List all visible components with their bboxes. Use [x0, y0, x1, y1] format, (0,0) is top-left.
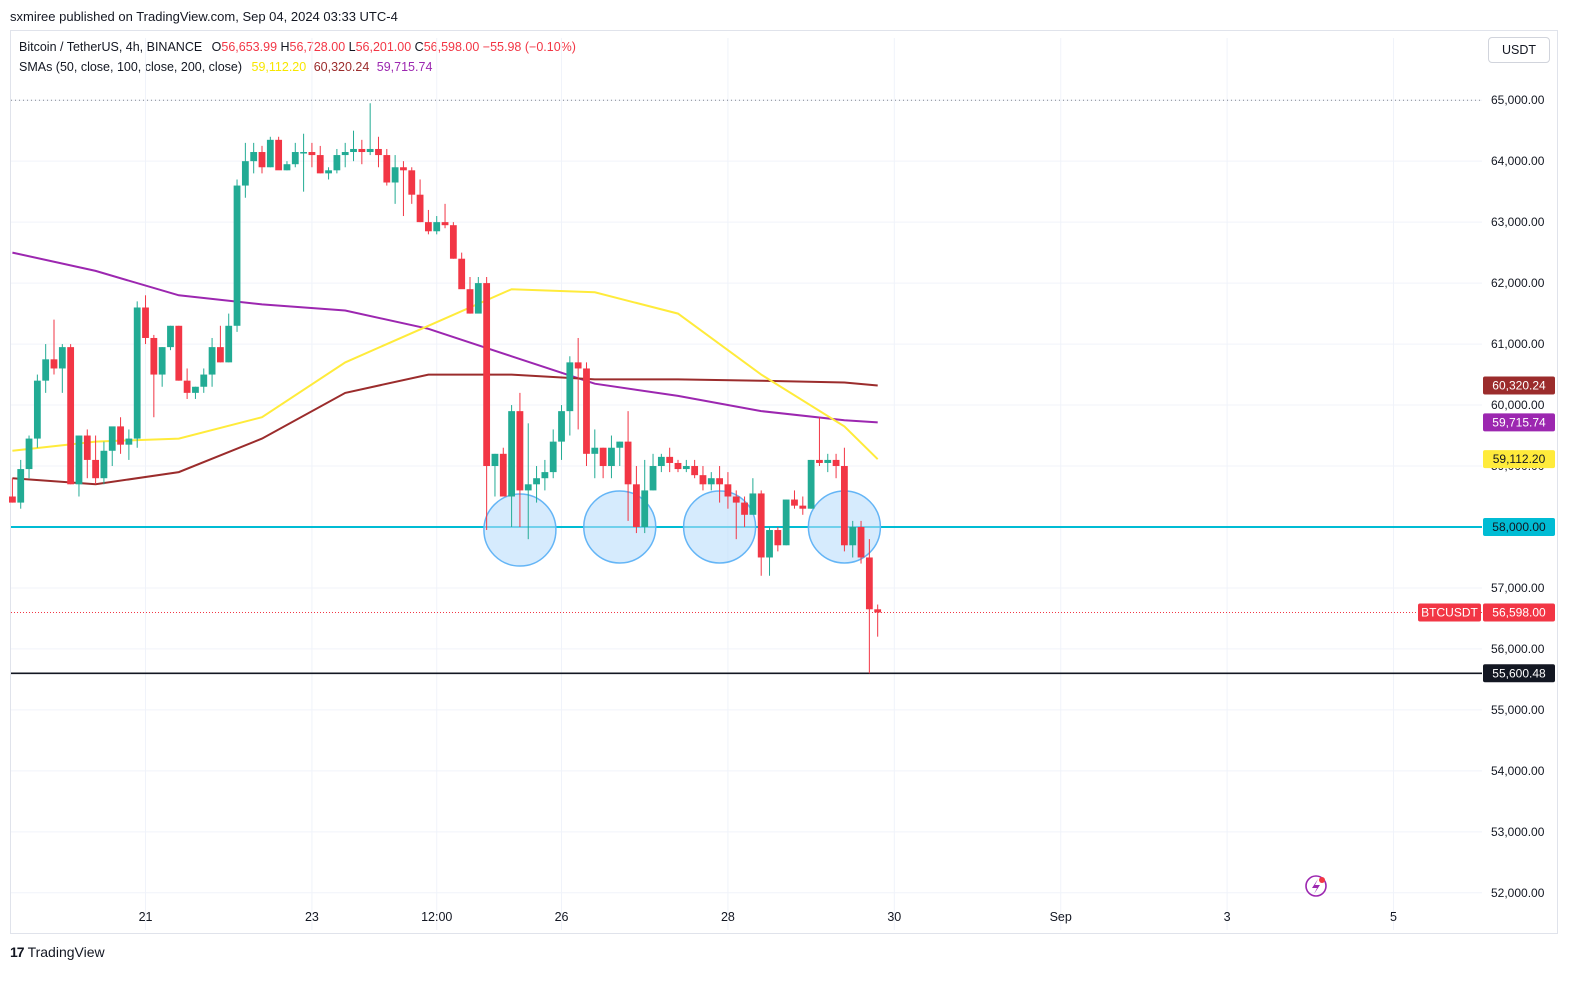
low-label: L	[348, 40, 356, 54]
tradingview-brand: TradingView	[27, 944, 105, 960]
high-label: H	[280, 40, 290, 54]
high-value: 56,728.00	[289, 40, 346, 54]
published-by-text: sxmiree published on TradingView.com, Se…	[10, 9, 398, 24]
sma100-value: 60,320.24	[313, 60, 370, 74]
tradingview-logo-icon: 17	[10, 944, 25, 960]
symbol-legend: Bitcoin / TetherUS, 4h, BINANCE O56,653.…	[19, 40, 576, 54]
symbol-title[interactable]: Bitcoin / TetherUS, 4h, BINANCE	[19, 40, 203, 54]
sma200-value: 59,715.74	[376, 60, 433, 74]
change-value: −55.98 (−0.10%)	[482, 40, 576, 54]
open-label: O	[211, 40, 222, 54]
close-label: C	[414, 40, 424, 54]
sma-legend: SMAs (50, close, 100, close, 200, close)…	[19, 60, 432, 74]
currency-button[interactable]: USDT	[1488, 37, 1550, 63]
chart-frame	[10, 30, 1558, 934]
low-value: 56,201.00	[355, 40, 412, 54]
close-value: 56,598.00	[423, 40, 480, 54]
sma-title[interactable]: SMAs (50, close, 100, close, 200, close)	[19, 60, 243, 74]
tradingview-footer[interactable]: 17 TradingView	[10, 944, 105, 960]
sma50-value: 59,112.20	[251, 60, 307, 74]
open-value: 56,653.99	[221, 40, 278, 54]
